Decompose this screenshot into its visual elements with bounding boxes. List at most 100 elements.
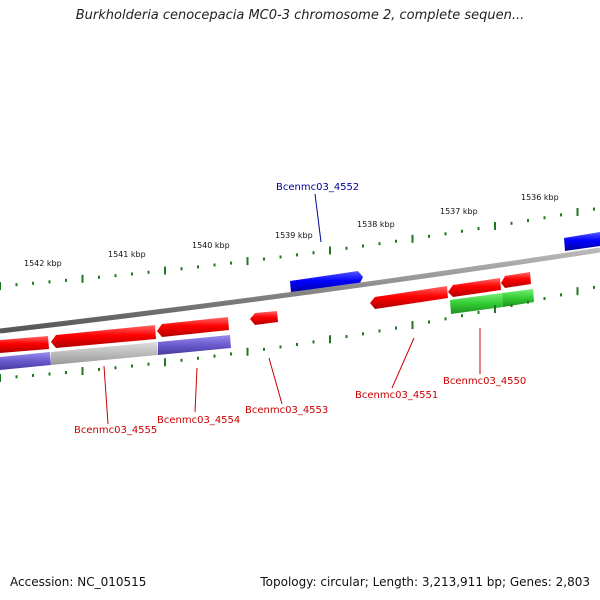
tick-label-1537: 1537 kbp (440, 207, 478, 216)
cog-bar-gray[interactable] (51, 342, 158, 365)
outer-minor-tick (560, 213, 562, 217)
outer-minor-tick (263, 257, 265, 261)
outer-major-tick (576, 208, 579, 217)
inner-minor-tick (362, 332, 364, 336)
inner-minor-tick (213, 354, 216, 358)
outer-minor-tick (213, 263, 216, 267)
inner-minor-tick (345, 335, 348, 339)
outer-major-tick (0, 282, 1, 290)
inner-minor-tick (180, 358, 183, 362)
gene-arrow-4551[interactable] (370, 286, 448, 309)
gene-label-4550[interactable]: Bcenmc03_4550 (443, 376, 526, 387)
inner-minor-tick (560, 293, 562, 297)
outer-major-tick (329, 246, 331, 255)
inner-major-tick (411, 321, 414, 330)
outer-major-tick (411, 234, 414, 243)
inner-minor-tick (593, 285, 595, 289)
outer-minor-tick (32, 281, 34, 285)
gene-label-4552[interactable]: Bcenmc03_4552 (276, 182, 359, 193)
inner-major-tick (576, 287, 579, 296)
tick-labels: 1542 kbp 1541 kbp 1540 kbp 1539 kbp 1538… (24, 193, 559, 268)
tick-label-1539: 1539 kbp (275, 231, 313, 240)
gene-label-4551[interactable]: Bcenmc03_4551 (355, 390, 438, 401)
gene-arrow-right[interactable] (501, 272, 531, 288)
outer-minor-tick (593, 207, 595, 211)
inner-minor-tick (263, 347, 265, 351)
gene-label-4555[interactable]: Bcenmc03_4555 (74, 425, 157, 436)
forward-strand-genes (290, 232, 600, 293)
outer-minor-tick (444, 232, 447, 236)
outer-tick-track (0, 207, 595, 290)
cog-bar-green[interactable] (502, 289, 534, 307)
inner-minor-tick (395, 326, 397, 330)
gene-label-4554[interactable]: Bcenmc03_4554 (157, 415, 240, 426)
outer-major-tick (494, 221, 496, 230)
inner-major-tick (329, 335, 331, 344)
outer-minor-tick (477, 227, 480, 231)
inner-minor-tick (32, 373, 34, 377)
inner-major-tick (81, 367, 84, 376)
outer-minor-tick (279, 255, 282, 259)
gene-arrow-4555-left[interactable] (0, 336, 49, 353)
gene-labels: Bcenmc03_4552 Bcenmc03_4555 Bcenmc03_455… (74, 182, 526, 436)
gene-arrow-4550[interactable] (448, 278, 501, 297)
tick-label-1541: 1541 kbp (108, 250, 146, 259)
inner-minor-tick (510, 304, 513, 308)
outer-major-tick (81, 274, 84, 283)
outer-minor-tick (362, 244, 364, 248)
inner-minor-tick (98, 367, 100, 371)
cog-bar-green-dark[interactable] (450, 293, 503, 314)
tick-label-1540: 1540 kbp (192, 241, 230, 250)
tick-label-1542: 1542 kbp (24, 259, 62, 268)
inner-major-tick (0, 374, 1, 382)
outer-minor-tick (65, 278, 67, 282)
gene-arrow-4554[interactable] (157, 317, 229, 337)
inner-minor-tick (197, 356, 199, 360)
inner-major-tick (164, 358, 166, 367)
outer-minor-tick (428, 234, 430, 238)
map-title: Burkholderia cenocepacia MC0-3 chromosom… (75, 8, 525, 23)
outer-minor-tick (296, 253, 298, 257)
gene-arrow-4552[interactable] (290, 271, 363, 293)
outer-major-tick (164, 266, 166, 275)
outer-minor-tick (48, 280, 51, 284)
cog-bar-purple-left[interactable] (0, 352, 51, 370)
leader-lines (103, 193, 481, 425)
inner-minor-tick (527, 300, 529, 304)
inner-minor-tick (378, 329, 381, 333)
outer-minor-tick (527, 219, 529, 223)
inner-tick-track (0, 285, 595, 382)
gene-label-4553[interactable]: Bcenmc03_4553 (245, 405, 328, 416)
outer-minor-tick (312, 251, 315, 255)
outer-minor-tick (197, 265, 199, 269)
inner-minor-tick (48, 372, 51, 376)
outer-major-tick (246, 257, 249, 266)
outer-minor-tick (543, 216, 546, 220)
gene-arrow-4555[interactable] (51, 325, 156, 348)
outer-minor-tick (114, 274, 117, 278)
inner-minor-tick (279, 345, 282, 349)
accession-label: Accession: NC_010515 (10, 575, 147, 589)
outer-minor-tick (147, 270, 150, 274)
inner-minor-tick (477, 310, 480, 314)
gene-arrow-blue-edge[interactable] (564, 232, 600, 251)
outer-minor-tick (395, 239, 397, 243)
inner-major-tick (246, 347, 249, 356)
inner-minor-tick (444, 317, 447, 321)
inner-minor-tick (65, 371, 67, 375)
inner-minor-tick (131, 364, 133, 368)
inner-minor-tick (428, 320, 430, 324)
inner-major-tick (494, 305, 496, 314)
tick-label-1538: 1538 kbp (357, 220, 395, 229)
inner-minor-tick (15, 375, 18, 379)
inner-minor-tick (461, 314, 463, 318)
inner-minor-tick (296, 342, 298, 346)
inner-minor-tick (543, 297, 546, 301)
outer-minor-tick (98, 275, 100, 279)
topology-label: Topology: circular; Length: 3,213,911 bp… (260, 575, 590, 589)
sequence-backbone (0, 247, 600, 334)
cog-bar-purple[interactable] (158, 335, 231, 355)
inner-minor-tick (114, 366, 117, 370)
gene-arrow-4553[interactable] (250, 311, 278, 325)
